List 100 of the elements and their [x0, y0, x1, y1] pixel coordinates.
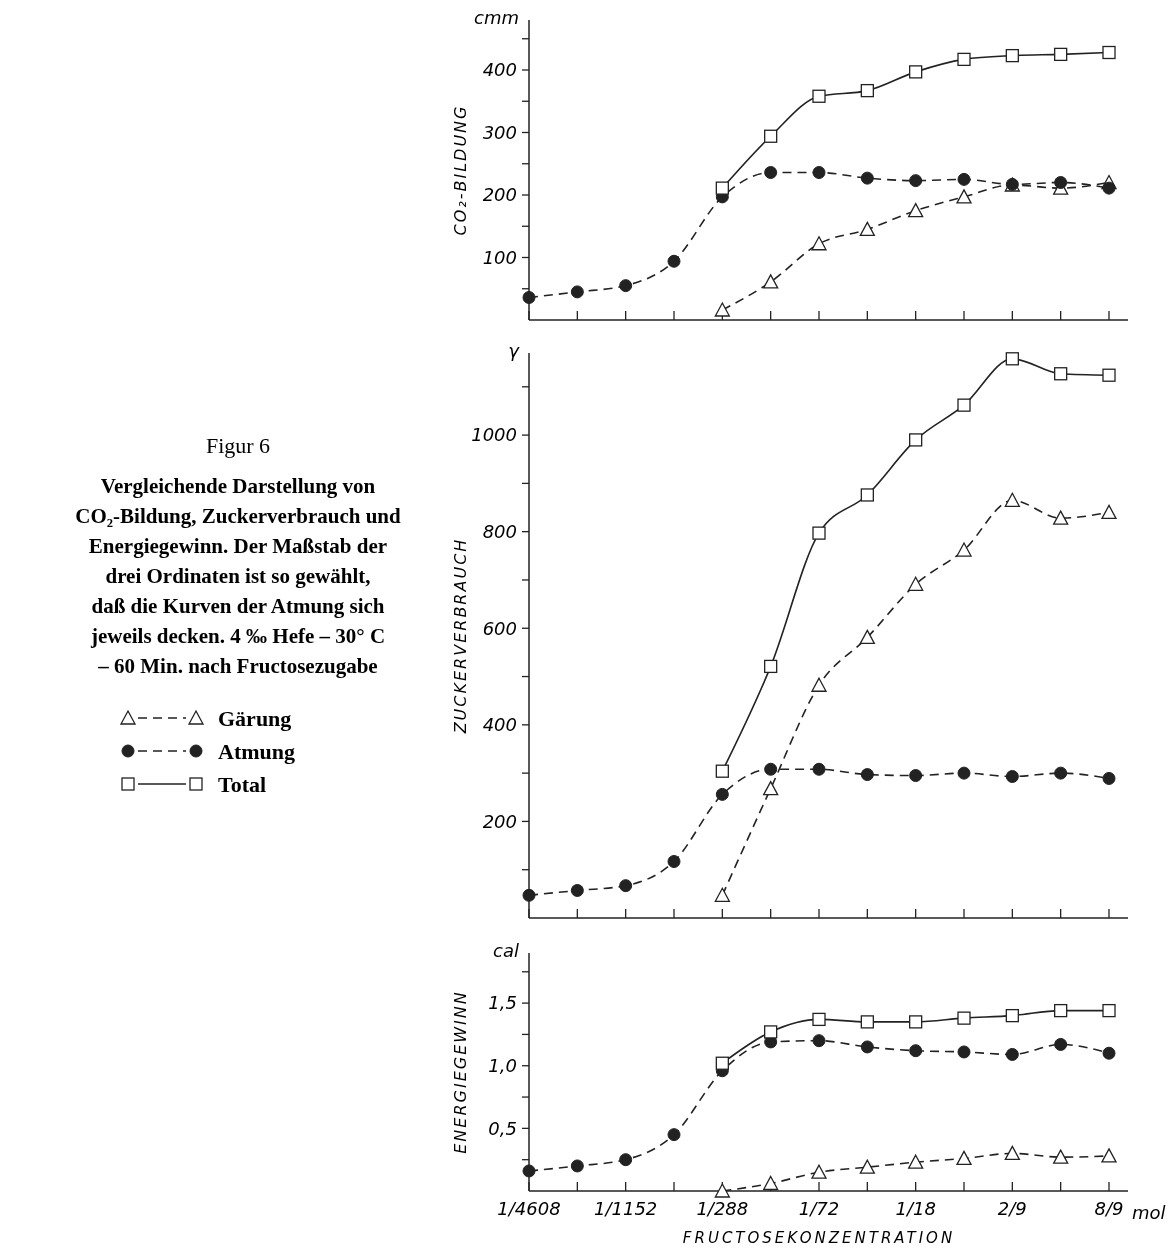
- point: [909, 1044, 923, 1058]
- y-axis-title: ENERGIEGEWINN: [451, 990, 470, 1154]
- point: [764, 659, 778, 674]
- text: cal: [493, 940, 519, 961]
- y-tick-label: 200: [482, 184, 517, 206]
- text: Figur 6: [205, 433, 271, 458]
- y-tick-label: 100: [482, 246, 517, 268]
- y-tick-label: 1,0: [488, 1055, 517, 1077]
- point: [1102, 45, 1116, 60]
- y-axis-title: CO₂-BILDUNG: [451, 104, 470, 236]
- text: cmm: [474, 7, 519, 28]
- point: [957, 1045, 971, 1059]
- point: [956, 1150, 972, 1166]
- x-tick-label: 1/1152: [594, 1198, 658, 1219]
- y-tick-label: 200: [482, 810, 517, 832]
- point: [812, 526, 826, 540]
- point: [860, 488, 874, 502]
- point: [859, 221, 875, 237]
- point: [667, 1128, 681, 1142]
- point: [715, 181, 729, 195]
- point: [667, 254, 681, 268]
- point: [811, 1164, 827, 1179]
- point: [812, 1034, 826, 1048]
- text: mol: [1132, 1202, 1166, 1223]
- point: [957, 52, 971, 67]
- point: [859, 629, 875, 645]
- point: [1054, 176, 1068, 189]
- point: [1004, 492, 1020, 507]
- point: [714, 302, 730, 317]
- point: [1102, 1003, 1116, 1018]
- point: [812, 166, 826, 179]
- point: [1102, 181, 1116, 195]
- point: [956, 189, 972, 204]
- point: [1005, 1008, 1019, 1023]
- point: [1005, 48, 1019, 63]
- y-tick-label: 800: [482, 520, 517, 542]
- point: [1004, 1145, 1020, 1161]
- point: [957, 172, 971, 186]
- point: [522, 1164, 536, 1178]
- point: [957, 1011, 971, 1025]
- point: [764, 1025, 778, 1039]
- legend-label: Atmung: [218, 738, 296, 764]
- point: [1054, 367, 1068, 381]
- legend-label: Gärung: [218, 705, 292, 731]
- y-tick-label: 300: [482, 121, 517, 143]
- point: [1054, 47, 1068, 62]
- point: [714, 887, 730, 902]
- point: [714, 1183, 730, 1198]
- point: [859, 1159, 875, 1174]
- point: [956, 542, 972, 557]
- x-tick-label: 2/9: [997, 1198, 1027, 1219]
- point: [1005, 770, 1019, 784]
- x-tick-label: 1/18: [895, 1198, 936, 1219]
- point: [1054, 766, 1068, 780]
- point: [715, 787, 729, 801]
- point: [1053, 510, 1069, 525]
- point: [1053, 1149, 1069, 1164]
- x-tick-label: 8/9: [1094, 1198, 1124, 1219]
- point: [522, 888, 536, 902]
- point: [957, 398, 971, 412]
- point: [1005, 1047, 1019, 1061]
- point: [763, 1175, 779, 1191]
- point: [1101, 504, 1117, 520]
- point: [860, 171, 874, 185]
- point: [715, 764, 729, 778]
- point: [763, 274, 779, 289]
- point: [1101, 1148, 1117, 1163]
- x-tick-label: 1/4608: [497, 1198, 561, 1219]
- point: [909, 174, 923, 188]
- point: [1102, 368, 1116, 382]
- point: [715, 1056, 729, 1070]
- point: [908, 1154, 924, 1169]
- point: [811, 677, 827, 692]
- point: [1102, 1046, 1116, 1060]
- point: [764, 762, 778, 776]
- text: Vergleichende Darstellung von CO₂-Bildung, Zuckerverbrauch und Energiegewinn. Der Maßstab der drei Ordinaten ist so gewählt, daß die Kurven der Atmung sich jeweils decken. 4 ‰ Hefe – 30° C – 60 Min. nach Fructosezugabe: [75, 474, 402, 678]
- point: [908, 576, 924, 591]
- point: [812, 1012, 826, 1027]
- point: [570, 285, 584, 299]
- point: [619, 879, 633, 893]
- x-axis-title: FRUCTOSEKONZENTRATION: [682, 1229, 956, 1247]
- point: [522, 291, 536, 304]
- point: [1054, 1003, 1068, 1018]
- point: [1005, 352, 1019, 366]
- y-tick-label: 400: [482, 714, 517, 736]
- point: [763, 780, 779, 796]
- point: [667, 855, 681, 868]
- legend-label: Total: [218, 771, 267, 797]
- y-tick-label: 1,5: [488, 992, 517, 1014]
- point: [860, 83, 874, 98]
- point: [909, 65, 923, 79]
- point: [860, 1040, 874, 1054]
- point: [619, 279, 633, 293]
- point: [812, 89, 826, 103]
- point: [812, 762, 826, 776]
- y-tick-label: 600: [482, 617, 517, 639]
- point: [909, 433, 923, 447]
- point: [764, 129, 778, 143]
- y-axis-title: ZUCKERVERBRAUCH: [451, 537, 470, 735]
- x-tick-label: 1/72: [798, 1198, 840, 1219]
